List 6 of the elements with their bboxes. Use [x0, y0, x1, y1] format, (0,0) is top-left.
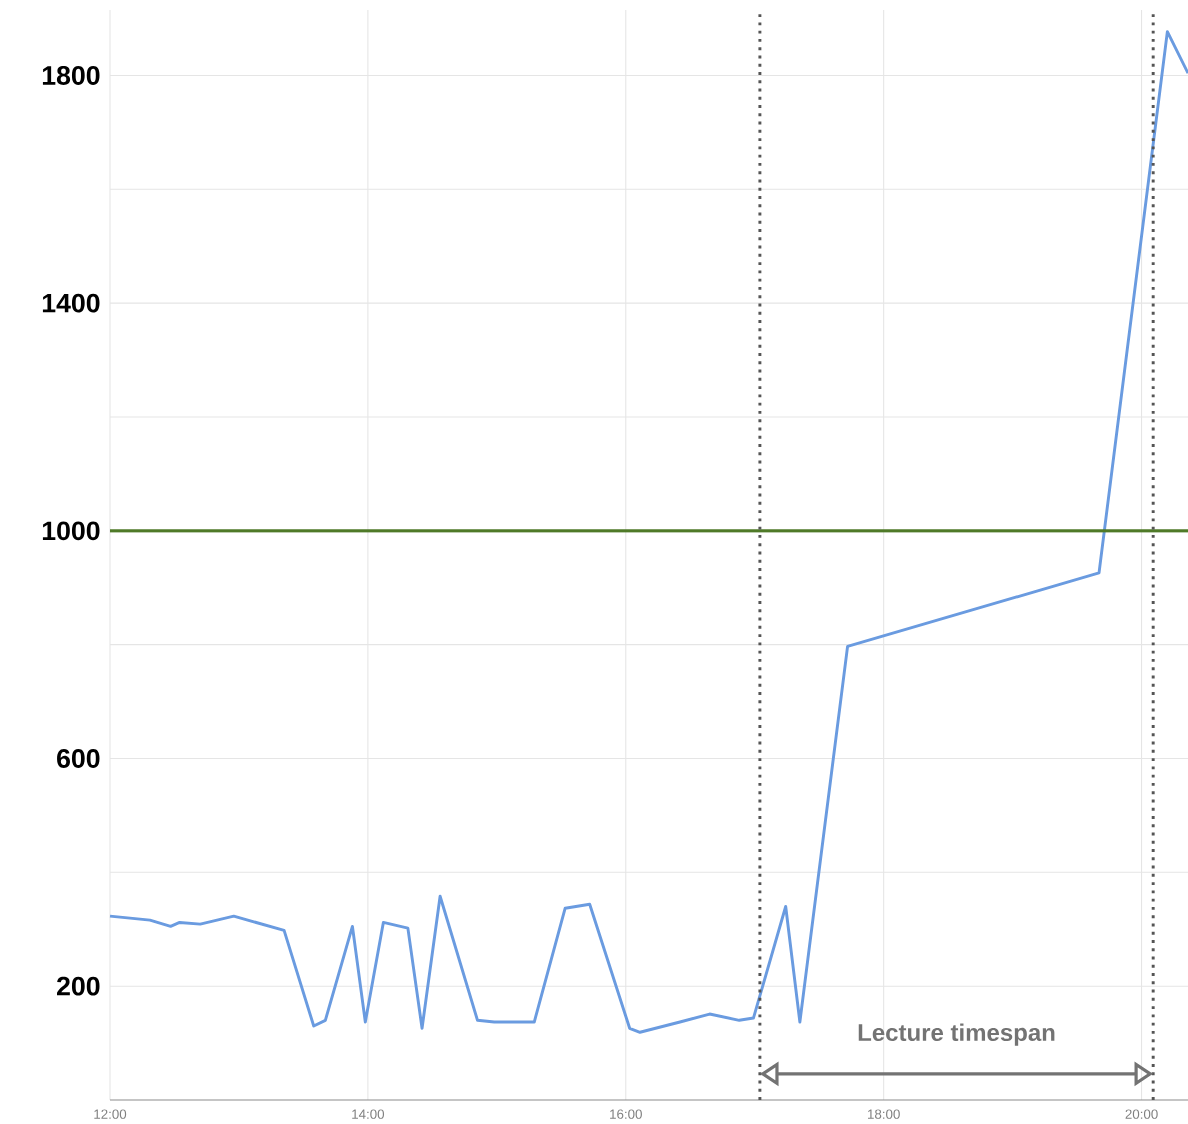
y-tick-label: 600: [57, 749, 100, 768]
y-tick-label: 1000: [42, 521, 100, 541]
annotation: Lecture timespan: [858, 1023, 1055, 1046]
y-tick-label: 1400: [42, 293, 100, 313]
y-tick-label: 200: [57, 976, 100, 996]
y-tick-label: 1800: [42, 66, 100, 85]
